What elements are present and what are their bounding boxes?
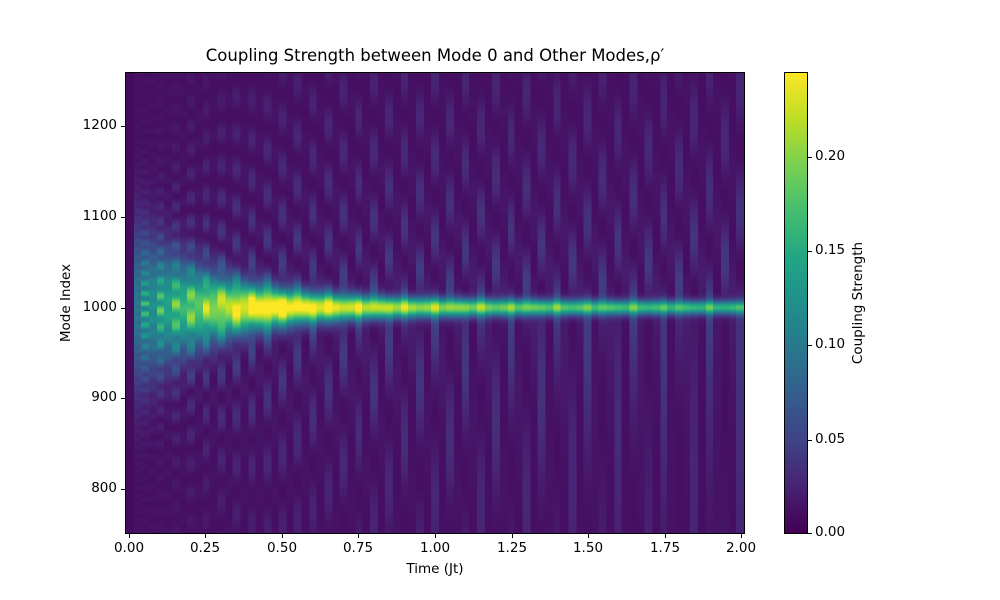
x-tick-mark	[665, 534, 666, 538]
y-tick-label: 1100	[82, 208, 117, 224]
y-tick-mark	[121, 398, 125, 399]
colorbar-tick-mark	[808, 440, 812, 441]
x-tick-mark	[588, 534, 589, 538]
x-tick-mark	[435, 534, 436, 538]
colorbar-tick-label: 0.05	[815, 431, 846, 447]
x-axis-label: Time (Jt)	[406, 561, 464, 577]
x-tick-label: 1.25	[496, 540, 528, 556]
x-tick-mark	[741, 534, 742, 538]
x-tick-mark	[282, 534, 283, 538]
x-tick-mark	[129, 534, 130, 538]
x-tick-label: 1.50	[572, 540, 604, 556]
chart-title: Coupling Strength between Mode 0 and Oth…	[205, 46, 665, 65]
y-tick-mark	[121, 217, 125, 218]
y-tick-label: 1200	[82, 117, 117, 133]
y-tick-mark	[121, 308, 125, 309]
y-axis-label: Mode Index	[58, 263, 74, 343]
colorbar-tick-mark	[808, 345, 812, 346]
heatmap-plot-area	[125, 72, 745, 534]
x-tick-label: 0.75	[342, 540, 374, 556]
y-tick-mark	[121, 489, 125, 490]
x-tick-label: 1.00	[419, 540, 451, 556]
x-tick-mark	[512, 534, 513, 538]
colorbar-tick-label: 0.10	[815, 336, 846, 352]
x-tick-label: 1.75	[649, 540, 681, 556]
colorbar-tick-label: 0.15	[815, 242, 846, 258]
colorbar-tick-label: 0.00	[815, 524, 846, 540]
colorbar-tick-label: 0.20	[815, 148, 846, 164]
colorbar-tick-mark	[808, 251, 812, 252]
colorbar-label: Coupling Strength	[850, 241, 866, 365]
colorbar-gradient	[785, 73, 807, 533]
x-tick-label: 0.25	[189, 540, 221, 556]
y-tick-label: 800	[91, 480, 117, 496]
colorbar	[784, 72, 808, 534]
x-tick-label: 0.00	[113, 540, 145, 556]
y-tick-label: 900	[91, 389, 117, 405]
colorbar-tick-mark	[808, 157, 812, 158]
x-tick-mark	[358, 534, 359, 538]
colorbar-tick-mark	[808, 533, 812, 534]
x-tick-mark	[205, 534, 206, 538]
x-tick-label: 2.00	[725, 540, 757, 556]
y-tick-label: 1000	[82, 299, 117, 315]
x-tick-label: 0.50	[266, 540, 298, 556]
heatmap-image	[126, 73, 744, 533]
y-tick-mark	[121, 126, 125, 127]
